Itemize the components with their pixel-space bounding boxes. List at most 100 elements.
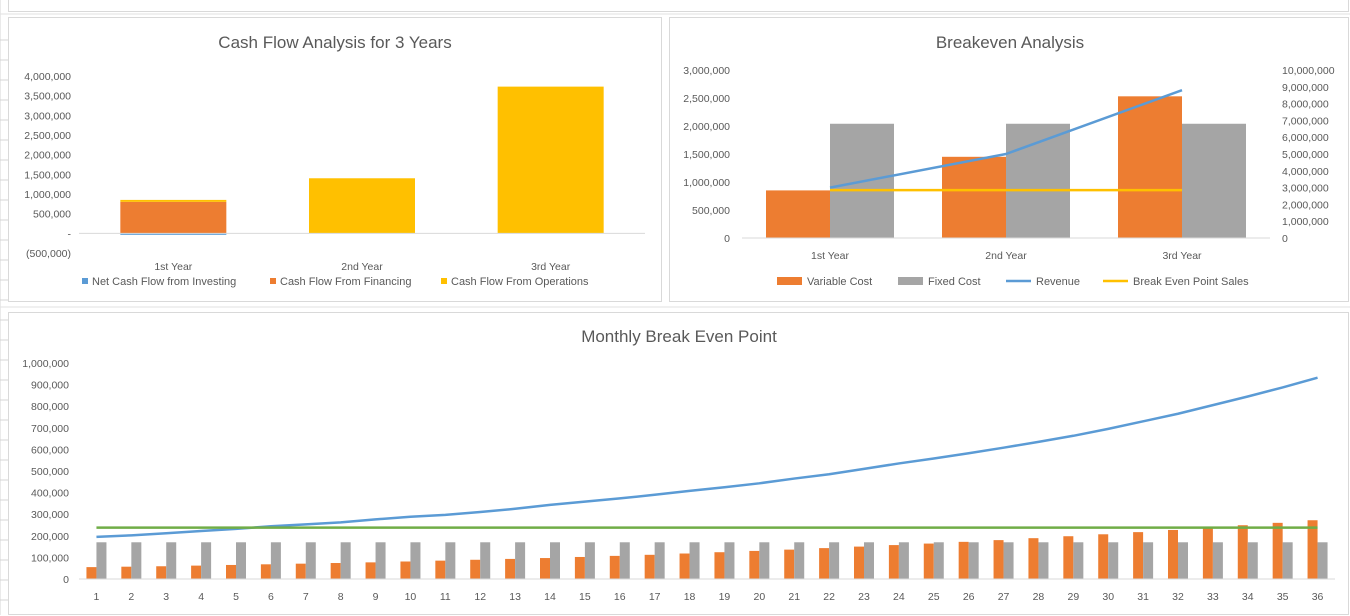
empty-chart-panel[interactable] bbox=[8, 0, 1349, 12]
y2-tick-label: 9,000,000 bbox=[1282, 82, 1329, 94]
bar-variable-cost bbox=[766, 190, 830, 238]
y-tick-label: 2,500,000 bbox=[683, 93, 730, 105]
x-tick-label: 3rd Year bbox=[1162, 250, 1202, 262]
bar-series-1 bbox=[305, 542, 316, 579]
bar-series-1 bbox=[1143, 542, 1154, 579]
bar-series-0 bbox=[540, 558, 550, 579]
bar-series-1 bbox=[236, 542, 246, 579]
y-tick-label: 2,500,000 bbox=[24, 130, 71, 142]
y-tick-label: 0 bbox=[63, 574, 69, 586]
bar-series-1 bbox=[724, 542, 735, 579]
bar-series-0 bbox=[120, 233, 227, 235]
legend-label: Cash Flow From Operations bbox=[451, 276, 589, 288]
x-tick-label: 26 bbox=[963, 591, 975, 603]
bar-series-1 bbox=[1003, 542, 1014, 579]
bar-series-0 bbox=[1168, 529, 1178, 579]
y-tick-label: 3,500,000 bbox=[24, 91, 71, 103]
legend-swatch bbox=[777, 277, 802, 285]
bar-series-1 bbox=[829, 542, 840, 579]
bar-series-0 bbox=[784, 549, 795, 579]
bar-series-0 bbox=[1272, 522, 1283, 579]
bar-series-1 bbox=[689, 542, 700, 579]
bar-series-0 bbox=[505, 558, 516, 579]
y2-tick-label: 8,000,000 bbox=[1282, 99, 1329, 111]
bar-series-0 bbox=[993, 540, 1004, 579]
bar-series-1 bbox=[340, 542, 351, 579]
bar-series-0 bbox=[609, 555, 620, 579]
bar-series-0 bbox=[1098, 534, 1109, 579]
bar-series-1 bbox=[410, 542, 421, 579]
chart-title: Breakeven Analysis bbox=[936, 33, 1084, 52]
legend-swatch bbox=[441, 278, 447, 284]
y-tick-label: 1,000,000 bbox=[22, 358, 69, 370]
breakeven-chart[interactable]: Breakeven Analysis 0 500,000 1,000,000 1,500… bbox=[669, 17, 1349, 302]
bar-series-0 bbox=[1063, 536, 1074, 579]
monthly-break-even-chart[interactable]: Monthly Break Even Point 0 100,000 200,000 3… bbox=[8, 312, 1349, 615]
bar-series-1 bbox=[584, 542, 595, 579]
x-tick-label: 28 bbox=[1033, 591, 1045, 603]
x-tick-label: 9 bbox=[373, 591, 379, 603]
bar-series-0 bbox=[854, 546, 864, 579]
bar-series-1 bbox=[898, 542, 909, 579]
x-tick-label: 23 bbox=[858, 591, 870, 603]
legend-label: Net Cash Flow from Investing bbox=[92, 276, 236, 288]
y-tick-label: 400,000 bbox=[31, 488, 69, 500]
x-tick-label: 15 bbox=[579, 591, 591, 603]
y-tick-label: 600,000 bbox=[31, 444, 69, 456]
x-tick-label: 30 bbox=[1102, 591, 1114, 603]
y2-tick-label: 0 bbox=[1282, 233, 1288, 245]
bar-series-2 bbox=[309, 178, 415, 234]
monthly-curve-line bbox=[96, 376, 1318, 539]
y2-tick-label: 1,000,000 bbox=[1282, 216, 1329, 228]
bar-series-0 bbox=[1028, 538, 1039, 579]
y-tick-label: 500,000 bbox=[31, 466, 69, 478]
legend-label: Break Even Point Sales bbox=[1133, 276, 1249, 288]
cash-flow-chart[interactable]: Cash Flow Analysis for 3 Years (500,000) -… bbox=[8, 17, 662, 302]
legend-label: Fixed Cost bbox=[928, 276, 981, 288]
x-tick-label: 33 bbox=[1207, 591, 1219, 603]
y-tick-label: 3,000,000 bbox=[683, 65, 730, 77]
x-tick-label: 5 bbox=[233, 591, 239, 603]
bar-series-1 bbox=[864, 542, 874, 579]
x-tick-label: 1st Year bbox=[154, 261, 192, 273]
bar-series-0 bbox=[470, 559, 481, 579]
bar-series-1 bbox=[933, 542, 944, 579]
x-tick-label: 13 bbox=[509, 591, 521, 603]
bar-series-0 bbox=[1237, 525, 1248, 579]
x-tick-label: 4 bbox=[198, 591, 204, 603]
bar-series-1 bbox=[1282, 542, 1293, 579]
x-tick-label: 25 bbox=[928, 591, 940, 603]
bar-series-0 bbox=[226, 564, 236, 579]
bar-series-1 bbox=[1247, 542, 1258, 579]
x-tick-label: 1 bbox=[94, 591, 100, 603]
bar-series-0 bbox=[923, 543, 934, 579]
legend-label: Variable Cost bbox=[807, 276, 872, 288]
x-tick-label: 19 bbox=[719, 591, 731, 603]
y-tick-label: 500,000 bbox=[692, 205, 730, 217]
y-tick-label: 900,000 bbox=[31, 380, 69, 392]
bar-series-1 bbox=[166, 542, 177, 579]
bar-series-1 bbox=[619, 542, 630, 579]
x-tick-label: 34 bbox=[1242, 591, 1254, 603]
legend-label: Cash Flow From Financing bbox=[280, 276, 411, 288]
bar-variable-cost bbox=[1118, 96, 1182, 238]
y2-tick-label: 10,000,000 bbox=[1282, 65, 1335, 77]
chart-title: Monthly Break Even Point bbox=[581, 327, 777, 346]
x-tick-label: 2nd Year bbox=[985, 250, 1027, 262]
bar-series-0 bbox=[679, 553, 690, 579]
y-tick-label: 200,000 bbox=[31, 531, 69, 543]
y2-tick-label: 2,000,000 bbox=[1282, 199, 1329, 211]
x-tick-label: 11 bbox=[440, 591, 451, 603]
x-tick-label: 35 bbox=[1277, 591, 1289, 603]
bar-series-1 bbox=[515, 542, 526, 579]
x-tick-label: 24 bbox=[893, 591, 905, 603]
x-tick-label: 21 bbox=[788, 591, 800, 603]
legend-swatch bbox=[898, 277, 923, 285]
bar-series-1 bbox=[201, 542, 212, 579]
bar-series-0 bbox=[1133, 532, 1144, 579]
bar-series-1 bbox=[550, 542, 560, 579]
bar-series-0 bbox=[749, 550, 760, 579]
x-tick-label: 2 bbox=[128, 591, 134, 603]
bar-series-0 bbox=[191, 565, 202, 579]
bar-series-1 bbox=[968, 542, 979, 579]
